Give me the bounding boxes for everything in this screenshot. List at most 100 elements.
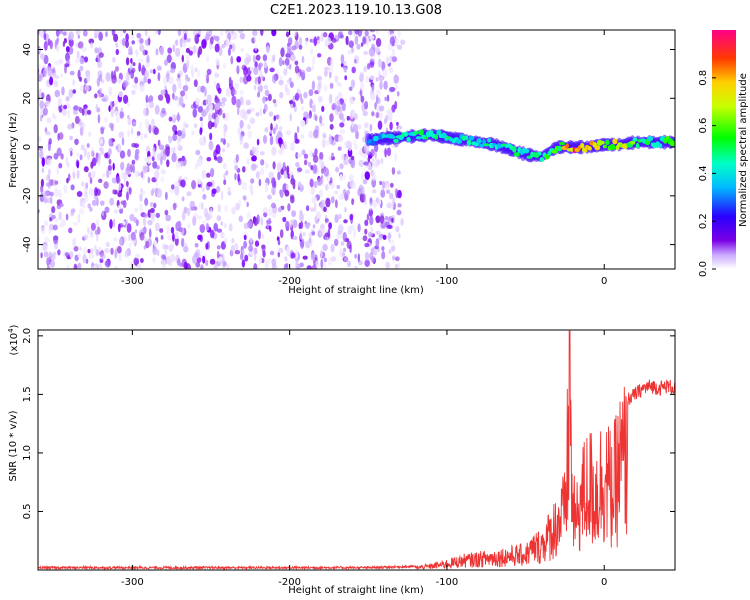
noise-blob xyxy=(220,190,224,201)
noise-blob xyxy=(72,221,79,226)
noise-blob xyxy=(305,118,309,125)
noise-blob xyxy=(379,112,383,120)
noise-blob xyxy=(296,263,301,269)
noise-blob xyxy=(251,155,257,162)
noise-blob xyxy=(322,133,327,139)
noise-blob xyxy=(56,166,60,175)
noise-blob xyxy=(272,74,277,84)
noise-blob xyxy=(75,152,80,158)
noise-blob xyxy=(87,131,92,137)
noise-blob xyxy=(72,89,76,94)
noise-blob xyxy=(290,195,295,204)
noise-blob xyxy=(311,80,316,91)
noise-blob xyxy=(328,133,332,144)
noise-blob xyxy=(170,61,176,71)
noise-blob xyxy=(127,149,131,157)
noise-blob xyxy=(201,220,208,225)
noise-blob xyxy=(243,142,249,149)
noise-blob xyxy=(234,164,239,171)
noise-blob xyxy=(335,199,338,209)
noise-blob xyxy=(94,47,99,54)
colorbar-label: Normalized spectral amplitude xyxy=(738,73,749,227)
noise-blob xyxy=(150,207,155,213)
noise-blob xyxy=(76,191,83,197)
noise-blob xyxy=(73,104,79,111)
noise-blob xyxy=(118,143,122,151)
noise-blob xyxy=(115,48,120,56)
noise-blob xyxy=(135,253,141,259)
noise-blob xyxy=(358,159,365,168)
noise-blob xyxy=(284,58,290,66)
ridge-point xyxy=(418,129,424,136)
noise-blob xyxy=(72,237,77,248)
noise-blob xyxy=(231,238,235,244)
noise-blob xyxy=(118,183,122,191)
noise-blob xyxy=(127,117,132,126)
noise-blob xyxy=(298,37,303,46)
noise-blob xyxy=(144,118,149,127)
heatmap-frame xyxy=(37,29,676,270)
ridge-point xyxy=(629,140,636,145)
noise-blob xyxy=(162,153,167,161)
noise-blob xyxy=(114,248,117,259)
noise-blob xyxy=(216,245,221,250)
noise-blob xyxy=(377,120,383,130)
noise-blob xyxy=(384,182,391,190)
noise-blob xyxy=(329,182,335,189)
ridge-point xyxy=(602,144,608,149)
noise-blob xyxy=(178,96,184,106)
noise-blob xyxy=(130,69,135,79)
noise-blob xyxy=(174,130,178,135)
noise-blob xyxy=(249,66,254,72)
noise-blob xyxy=(299,262,304,268)
noise-blob xyxy=(353,228,356,238)
noise-blob xyxy=(177,258,181,266)
noise-blob xyxy=(112,57,116,63)
noise-blob xyxy=(80,144,85,151)
noise-blob xyxy=(192,216,197,226)
noise-blob xyxy=(340,153,345,161)
noise-blob xyxy=(67,109,70,119)
noise-blob xyxy=(160,89,166,95)
noise-blob xyxy=(386,189,390,194)
noise-blob xyxy=(130,57,133,64)
noise-blob xyxy=(74,138,79,145)
noise-blob xyxy=(79,65,84,72)
noise-blob xyxy=(394,152,397,162)
noise-blob xyxy=(253,66,259,76)
noise-blob xyxy=(129,164,134,173)
noise-blob xyxy=(301,149,306,156)
noise-blob xyxy=(205,99,209,105)
noise-blob xyxy=(87,151,91,160)
noise-blob xyxy=(211,191,216,198)
noise-blob xyxy=(142,217,147,227)
noise-blob xyxy=(294,30,297,37)
noise-blob xyxy=(278,247,284,254)
noise-blob xyxy=(305,38,308,47)
noise-blob xyxy=(218,256,223,262)
noise-blob xyxy=(366,63,371,70)
noise-blob xyxy=(313,202,317,213)
noise-blob xyxy=(47,157,53,166)
noise-blob xyxy=(270,122,273,132)
noise-blob xyxy=(259,107,262,117)
noise-blob xyxy=(77,69,81,80)
noise-blob xyxy=(375,112,380,119)
noise-blob xyxy=(316,75,323,81)
noise-blob xyxy=(369,202,372,212)
noise-blob xyxy=(335,166,340,173)
noise-blob xyxy=(186,77,191,82)
noise-blob xyxy=(396,209,402,216)
noise-blob xyxy=(229,82,233,91)
noise-blob xyxy=(400,39,406,45)
noise-blob xyxy=(367,156,371,163)
noise-blob xyxy=(350,79,356,88)
noise-blob xyxy=(305,205,310,212)
noise-blob xyxy=(261,233,265,240)
snr-chart: -300 -200 -100 0 0.5 1.0 1.5 2.0 Height of stra… xyxy=(7,324,676,596)
noise-blob xyxy=(375,238,380,247)
noise-blob xyxy=(386,224,392,229)
noise-blob xyxy=(354,253,357,259)
noise-blob xyxy=(267,258,273,263)
noise-blob xyxy=(190,104,195,109)
